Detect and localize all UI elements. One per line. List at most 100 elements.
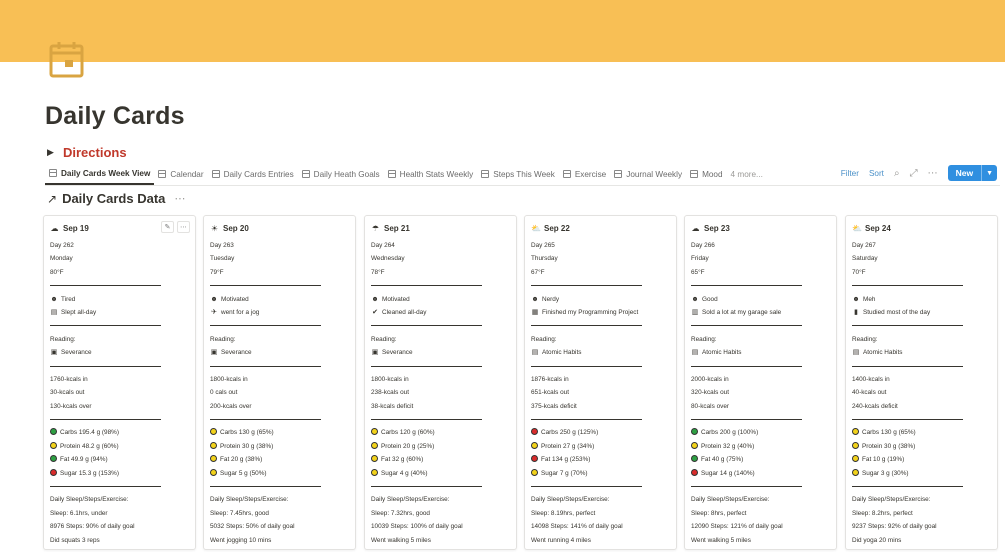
more-options-icon[interactable]: ⋯ [174, 193, 186, 205]
link-arrow-icon[interactable]: ↗ [47, 191, 58, 206]
calendar-icon[interactable] [48, 40, 88, 80]
divider [210, 319, 349, 332]
sleep-text: Sleep: 6.1hrs, under [50, 509, 108, 517]
macro-text: Carbs 120 g (60%) [381, 429, 435, 437]
divider [691, 319, 830, 332]
more-icon[interactable]: ⋯ [927, 167, 938, 179]
divider [691, 279, 830, 292]
tab-exercise[interactable]: Exercise [559, 163, 610, 185]
caret-right-icon[interactable]: ▶ [47, 147, 54, 157]
expand-icon[interactable]: ⤢ [909, 167, 918, 179]
divider [691, 480, 830, 493]
macro-text: Fat 40 g (75%) [701, 456, 744, 464]
activity-row: ▤ Slept all-day [50, 306, 189, 319]
daily-card[interactable]: ☂ Sep 21 Day 264 Wednesday 78°F ☻ Motivated ✔ Cl… [364, 215, 517, 550]
daily-card[interactable]: ☀ Sep 20 Day 263 Tuesday 79°F ☻ Motivated ✈ went… [203, 215, 356, 550]
directions-toggle[interactable]: ▶ Directions [47, 145, 127, 160]
tab-daily-heath-goals[interactable]: Daily Heath Goals [298, 163, 384, 185]
macro-text: Protein 30 g (38%) [862, 442, 916, 450]
macro-row: Fat 32 g (60%) [371, 453, 510, 466]
weekday: Friday [691, 255, 709, 263]
yellow-status-dot [210, 455, 217, 463]
book-icon: ▣ [210, 349, 218, 357]
sort-button[interactable]: Sort [868, 168, 884, 178]
macro-row: Carbs 200 g (100%) [691, 426, 830, 439]
divider [210, 413, 349, 426]
card-header: ☀ Sep 20 [210, 222, 349, 234]
more-icon[interactable]: ⋯ [177, 221, 190, 233]
table-view-icon [211, 170, 220, 178]
card-header: ☁ Sep 19 [50, 222, 189, 234]
mood-row: ☻ Good [691, 293, 830, 306]
tab-label: Calendar [170, 169, 204, 179]
reading-row: ▤ Atomic Habits [852, 346, 991, 359]
kcals-in: 1760-kcals in [50, 375, 88, 383]
tab-mood[interactable]: Mood [686, 163, 726, 185]
kcals-in: 1400-kcals in [852, 375, 890, 383]
divider [50, 480, 189, 493]
daily-card[interactable]: ☁ Sep 23 Day 266 Friday 65°F ☻ Good ▥ Sold a lot… [684, 215, 837, 550]
tab-steps-this-week[interactable]: Steps This Week [477, 163, 559, 185]
tab-health-stats-weekly[interactable]: Health Stats Weekly [384, 163, 478, 185]
yellow-status-dot [50, 441, 57, 449]
card-date: Sep 19 [63, 223, 89, 233]
sleep-text: Sleep: 8hrs, perfect [691, 509, 747, 517]
database-title[interactable]: Daily Cards Data [62, 191, 166, 206]
chevron-down-icon[interactable]: ▼ [981, 165, 997, 181]
daily-card[interactable]: ⛅ Sep 24 Day 267 Saturday 70°F ☻ Meh ▮ Studied m… [845, 215, 998, 550]
yellow-status-dot [210, 468, 217, 476]
divider [531, 319, 670, 332]
tab-daily-cards-entries[interactable]: Daily Cards Entries [208, 163, 298, 185]
macro-text: Carbs 250 g (125%) [541, 429, 599, 437]
daily-card[interactable]: ⛅ Sep 22 Day 265 Thursday 67°F ☻ Nerdy ▦ Finishe… [524, 215, 677, 550]
temperature: 78°F [371, 268, 385, 276]
macro-row: Fat 49.9 g (94%) [50, 453, 189, 466]
new-button[interactable]: New ▼ [947, 165, 997, 181]
divider [50, 319, 189, 332]
daily-label: Daily Sleep/Steps/Exercise: [852, 496, 931, 504]
kcals-out: 30-kcals out [50, 389, 85, 397]
macro-row: Protein 30 g (38%) [210, 440, 349, 453]
exercise-text: Went running 4 miles [531, 536, 591, 544]
divider [50, 413, 189, 426]
table-view-icon [481, 170, 490, 178]
card-date: Sep 21 [384, 223, 410, 233]
search-icon[interactable]: ⌕ [893, 167, 900, 179]
exercise-text: Went walking 5 miles [371, 536, 431, 544]
weekday: Saturday [852, 255, 878, 263]
activity-text: went for a jog [221, 308, 260, 316]
macro-text: Sugar 3 g (30%) [862, 469, 909, 477]
activity-icon: ✔ [372, 308, 378, 316]
yellow-status-dot [210, 441, 217, 449]
tab-label: Steps This Week [493, 169, 555, 179]
kcals-in: 1800-kcals in [210, 375, 248, 383]
exercise-text: Went walking 5 miles [691, 536, 751, 544]
card-date: Sep 24 [865, 223, 891, 233]
filter-button[interactable]: Filter [840, 168, 859, 178]
temperature: 70°F [852, 268, 866, 276]
tab-calendar[interactable]: Calendar [154, 163, 207, 185]
table-view-icon [301, 170, 310, 178]
green-status-dot [691, 428, 698, 436]
card-date: Sep 22 [544, 223, 570, 233]
macro-text: Protein 48.2 g (60%) [60, 442, 119, 450]
kcals-in: 2000-kcals in [691, 375, 729, 383]
daily-label: Daily Sleep/Steps/Exercise: [371, 496, 450, 504]
directions-label[interactable]: Directions [63, 145, 127, 160]
macro-text: Carbs 200 g (100%) [701, 429, 759, 437]
divider [852, 480, 991, 493]
tab-journal-weekly[interactable]: Journal Weekly [610, 163, 686, 185]
daily-card[interactable]: ☁ Sep 19 ✎ ⋯ Day 262 Monday 80°F ☻ Tired ▤ Slept a… [43, 215, 196, 550]
macro-row: Protein 32 g (40%) [691, 440, 830, 453]
macro-row: Fat 10 g (19%) [852, 453, 991, 466]
new-button-label[interactable]: New [955, 168, 974, 178]
tabs-more[interactable]: 4 more... [730, 169, 763, 179]
divider [371, 360, 510, 373]
tab-label: Daily Cards Entries [223, 169, 294, 179]
macro-row: Sugar 14 g (140%) [691, 467, 830, 480]
tab-daily-cards-week-view[interactable]: Daily Cards Week View [45, 163, 155, 185]
divider [531, 279, 670, 292]
temperature: 80°F [50, 268, 64, 276]
edit-icon[interactable]: ✎ [161, 221, 174, 233]
macro-row: Protein 20 g (25%) [371, 440, 510, 453]
